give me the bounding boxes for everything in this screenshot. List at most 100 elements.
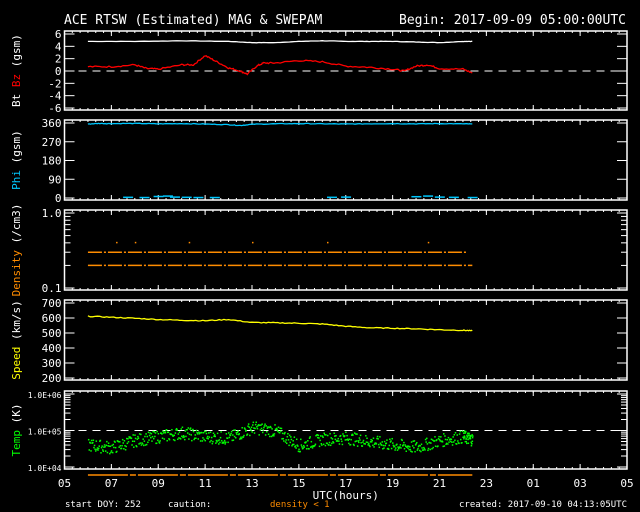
temp-point xyxy=(386,439,388,441)
temp-point xyxy=(466,436,469,438)
temp-point xyxy=(104,446,106,448)
temp-point xyxy=(387,448,390,450)
temp-point xyxy=(298,448,300,451)
density-caution-note: density < 1 xyxy=(270,500,330,510)
temp-point xyxy=(196,433,199,435)
temp-point xyxy=(295,438,298,441)
temp-point xyxy=(321,444,323,446)
temp-point xyxy=(350,438,352,441)
temp-point xyxy=(213,435,215,438)
temp-point xyxy=(290,436,292,438)
temp-point xyxy=(110,450,113,452)
temp-point xyxy=(293,436,296,438)
temp-point xyxy=(112,443,115,446)
temp-point xyxy=(230,432,232,435)
temp-point xyxy=(193,438,195,441)
temp-point xyxy=(196,431,198,434)
temp-point xyxy=(433,440,436,442)
temp-point xyxy=(397,447,400,450)
y-tick-label: 1.0E+04 xyxy=(28,464,62,473)
temp-point xyxy=(302,444,305,447)
series-point xyxy=(411,195,422,198)
temp-point xyxy=(197,438,200,440)
temp-point xyxy=(290,438,293,441)
series-point xyxy=(341,196,352,198)
temp-point xyxy=(183,436,185,438)
series-point xyxy=(327,241,329,244)
series-point xyxy=(434,196,445,198)
temp-point xyxy=(382,448,384,450)
temp-point xyxy=(275,429,277,431)
temp-point xyxy=(191,439,193,442)
temp-point xyxy=(277,426,280,429)
temp-point xyxy=(276,427,278,430)
temp-point xyxy=(466,434,468,437)
temp-point xyxy=(126,437,128,440)
created-time: created: 2017-09-10 04:13:05UTC xyxy=(459,500,627,510)
temp-point xyxy=(206,435,209,438)
temp-point xyxy=(253,432,256,434)
temp-point xyxy=(268,435,271,438)
temp-point xyxy=(152,430,154,433)
temp-point xyxy=(432,446,434,449)
temp-point xyxy=(178,437,180,439)
temp-point xyxy=(159,440,161,442)
temp-point xyxy=(97,449,99,451)
temp-point xyxy=(428,441,431,444)
temp-point xyxy=(394,449,396,451)
temp-point xyxy=(366,437,368,440)
series-point xyxy=(193,196,204,199)
temp-point xyxy=(218,439,221,441)
temp-point xyxy=(107,444,109,447)
temp-point xyxy=(451,441,453,444)
temp-point xyxy=(250,429,252,431)
temp-point xyxy=(379,436,381,438)
temp-point xyxy=(102,450,105,453)
temp-point xyxy=(256,426,258,428)
temp-point xyxy=(379,442,382,445)
temp-point xyxy=(405,450,408,453)
panel-frame xyxy=(63,209,628,291)
temp-point xyxy=(267,426,269,428)
temp-point xyxy=(238,433,241,435)
y-tick-label: 700 xyxy=(42,297,62,310)
temp-point xyxy=(121,438,124,441)
temp-point xyxy=(381,441,383,443)
temp-point xyxy=(460,438,462,441)
temp-point xyxy=(404,444,406,446)
temp-point xyxy=(267,433,270,436)
temp-point xyxy=(412,440,415,442)
temp-point xyxy=(297,450,300,453)
temp-point xyxy=(410,441,413,443)
temp-point xyxy=(309,436,311,438)
temp-point xyxy=(204,439,207,442)
temp-point xyxy=(463,437,465,440)
temp-point xyxy=(425,441,427,443)
temp-point xyxy=(145,433,147,435)
temp-point xyxy=(352,434,354,436)
temp-point xyxy=(258,434,260,436)
y-tick-label: 1.0 xyxy=(42,207,62,220)
temp-point xyxy=(371,439,374,442)
temp-point xyxy=(127,441,130,443)
temp-point xyxy=(322,443,325,446)
temp-point xyxy=(128,436,130,438)
temp-point xyxy=(392,444,395,447)
temp-point xyxy=(346,434,348,437)
temp-point xyxy=(186,429,188,431)
temp-point xyxy=(454,439,456,442)
temp-point xyxy=(213,434,216,436)
temp-point xyxy=(329,432,331,435)
temp-point xyxy=(138,443,140,445)
temp-point xyxy=(241,426,243,429)
series-point xyxy=(327,196,337,199)
temp-point xyxy=(257,424,260,426)
temp-point xyxy=(377,443,380,446)
temp-point xyxy=(248,426,250,428)
x-tick-label: 09 xyxy=(152,477,165,490)
temp-point xyxy=(389,438,391,441)
temp-point xyxy=(178,431,181,433)
series-point xyxy=(169,196,180,198)
panel-frame xyxy=(63,299,628,381)
